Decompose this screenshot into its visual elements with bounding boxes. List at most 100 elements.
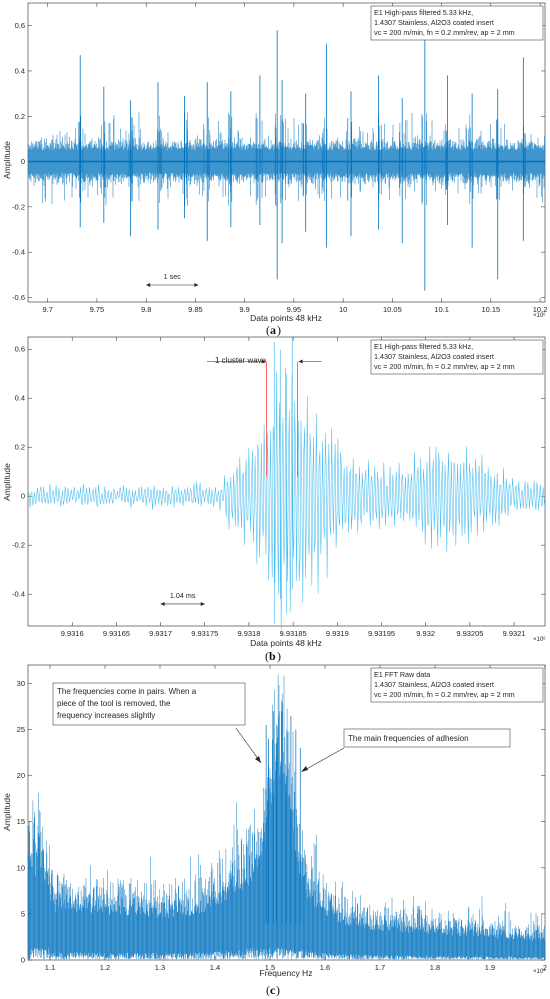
y-tick-label: 0.6 <box>15 21 25 30</box>
x-tick-label: 9.7 <box>42 305 52 314</box>
x-tick-label: 9.85 <box>188 305 203 314</box>
panel-a-series <box>28 30 545 291</box>
panel-c-legend-line2: 1.4307 Stainless, Al2O3 coated insert <box>374 680 494 689</box>
panel-b-series <box>28 337 546 636</box>
panel-b-cluster-annotation: 1 cluster wave <box>207 356 322 477</box>
x-tick-label: 1.2 <box>100 963 110 972</box>
x-tick-label: 1.9 <box>485 963 495 972</box>
panel-b-cluster-arrowhead-left <box>261 359 266 364</box>
svg-text:(: ( <box>266 323 270 337</box>
svg-text:(: ( <box>266 983 270 997</box>
y-tick-label: 0 <box>21 956 25 965</box>
panel-c-legend-line3: vc = 200 m/min, fn = 0.2 mm/rev, ap = 2 … <box>374 690 515 699</box>
x-tick-label: 9.93185 <box>280 629 307 638</box>
panel-c-caption-letter: c <box>270 983 276 997</box>
x-tick-label: 9.8 <box>141 305 151 314</box>
panel-b-annotation-label: 1.04 ms <box>170 591 196 600</box>
x-tick-label: 9.9319 <box>326 629 349 638</box>
panel-a-time-annotation: 1 sec <box>146 272 199 288</box>
panel-a-caption-letter: a <box>270 323 276 337</box>
panel-a-legend-line1: E1 High-pass filtered 5.33 kHz, <box>374 8 473 17</box>
panel-c-legend: E1 FFT Raw data 1.4307 Stainless, Al2O3 … <box>370 667 544 703</box>
panel-a-arrowhead-left <box>146 283 151 288</box>
x-tick-label: 10.1 <box>434 305 449 314</box>
y-tick-label: 0.2 <box>15 443 25 452</box>
panel-b-legend-line1: E1 High-pass filtered 5.33 kHz, <box>374 342 473 351</box>
panel-a-legend-line3: vc = 200 m/min, fn = 0.2 mm/rev, ap = 2 … <box>374 28 515 37</box>
panel-a-xlabel: Data points 48 kHz <box>250 313 322 323</box>
y-tick-label: 20 <box>17 771 25 780</box>
panel-c-note-adhesion: The main frequencies of adhesion <box>301 728 511 772</box>
x-tick-label: 9.93165 <box>103 629 130 638</box>
y-tick-label: 10 <box>17 863 25 872</box>
panel-c-note-pairs: The frequencies come in pairs. When a pi… <box>52 682 262 764</box>
panel-c-note1-line2: piece of the tool is removed, the <box>57 699 171 708</box>
panel-a-caption: ( a ) <box>266 323 281 337</box>
panel-a-legend: E1 High-pass filtered 5.33 kHz, 1.4307 S… <box>370 5 544 41</box>
svg-text:): ) <box>277 323 281 337</box>
y-tick-label: -0.6 <box>12 293 25 302</box>
y-tick-label: 5 <box>21 909 25 918</box>
panel-b-legend-line2: 1.4307 Stainless, Al2O3 coated insert <box>374 352 494 361</box>
x-tick-label: 1.3 <box>155 963 165 972</box>
x-tick-label: 10.05 <box>383 305 402 314</box>
panel-b-arrowhead-left <box>160 601 165 606</box>
x-tick-label: 9.75 <box>90 305 105 314</box>
y-tick-label: 15 <box>17 817 25 826</box>
panel-c-xlabel: Frequency Hz <box>260 968 313 978</box>
svg-text:): ) <box>276 983 280 997</box>
panel-b: 9.9316 9.93165 9.9317 9.93175 9.9318 9.93185 9… <box>2 336 546 663</box>
y-tick-label: -0.4 <box>12 248 25 257</box>
x-tick-label: 9.93195 <box>368 629 395 638</box>
panel-a-ticks: 9.7 9.75 9.8 9.85 9.9 9.95 10 10.05 10.1 10.15 10.… <box>12 3 547 314</box>
panel-a-ylabel: Amplitude <box>2 141 12 179</box>
svg-text:): ) <box>277 649 281 663</box>
x-tick-label: 1.7 <box>375 963 385 972</box>
panel-a-x-exponent: ×10⁶ <box>533 312 546 319</box>
x-tick-label: 9.93205 <box>456 629 483 638</box>
y-tick-label: 0.2 <box>15 112 25 121</box>
panel-c: 1.1 1.2 1.3 1.4 1.5 1.6 1.7 1.8 1.9 2051015202530… <box>2 664 547 997</box>
panel-c-note1-line1: The frequencies come in pairs. When a <box>57 687 197 696</box>
panel-b-legend: E1 High-pass filtered 5.33 kHz, 1.4307 S… <box>370 339 544 375</box>
panel-c-spectrum <box>28 674 546 960</box>
x-tick-label: 9.9318 <box>237 629 260 638</box>
x-tick-label: 9.9321 <box>503 629 526 638</box>
y-tick-label: -0.2 <box>12 541 25 550</box>
y-tick-label: 0 <box>21 492 25 501</box>
panel-c-note1-line3: frequency increases slightly <box>57 711 155 720</box>
panel-a: 9.7 9.75 9.8 9.85 9.9 9.95 10 10.05 10.1 10.15 10.… <box>2 2 547 337</box>
x-tick-label: 9.9 <box>239 305 249 314</box>
y-tick-label: 30 <box>17 679 25 688</box>
svg-text:(: ( <box>265 649 269 663</box>
panel-a-legend-line2: 1.4307 Stainless, Al2O3 coated insert <box>374 18 494 27</box>
y-tick-label: -0.2 <box>12 202 25 211</box>
panel-c-note2: The main frequencies of adhesion <box>348 734 469 743</box>
panel-b-legend-line3: vc = 200 m/min, fn = 0.2 mm/rev, ap = 2 … <box>374 362 515 371</box>
x-tick-label: 1.5 <box>265 963 275 972</box>
x-tick-label: 2 <box>543 963 547 972</box>
x-tick-label: 9.9317 <box>149 629 172 638</box>
x-tick-label: 9.95 <box>287 305 302 314</box>
panel-c-caption: ( c ) <box>266 983 280 997</box>
panel-c-legend-line1: E1 FFT Raw data <box>374 670 430 679</box>
panel-b-cluster-label: 1 cluster wave <box>215 356 267 365</box>
y-tick-label: 0.6 <box>15 345 25 354</box>
panel-a-annotation-label: 1 sec <box>164 272 182 281</box>
panel-b-caption-letter: b <box>269 649 276 663</box>
y-tick-label: 0.4 <box>15 394 25 403</box>
x-tick-label: 9.9316 <box>61 629 84 638</box>
x-tick-label: 1.1 <box>45 963 55 972</box>
x-tick-label: 9.93175 <box>191 629 218 638</box>
panel-b-ylabel: Amplitude <box>2 463 12 501</box>
panel-b-time-annotation: 1.04 ms <box>160 591 205 606</box>
y-tick-label: 0.4 <box>15 66 25 75</box>
panel-c-x-exponent: ×10⁴ <box>533 968 546 975</box>
panel-b-xlabel: Data points 48 kHz <box>250 638 322 648</box>
y-tick-label: 25 <box>17 725 25 734</box>
x-tick-label: 1.4 <box>210 963 220 972</box>
panel-c-ylabel: Amplitude <box>2 793 12 831</box>
x-tick-label: 1.6 <box>320 963 330 972</box>
